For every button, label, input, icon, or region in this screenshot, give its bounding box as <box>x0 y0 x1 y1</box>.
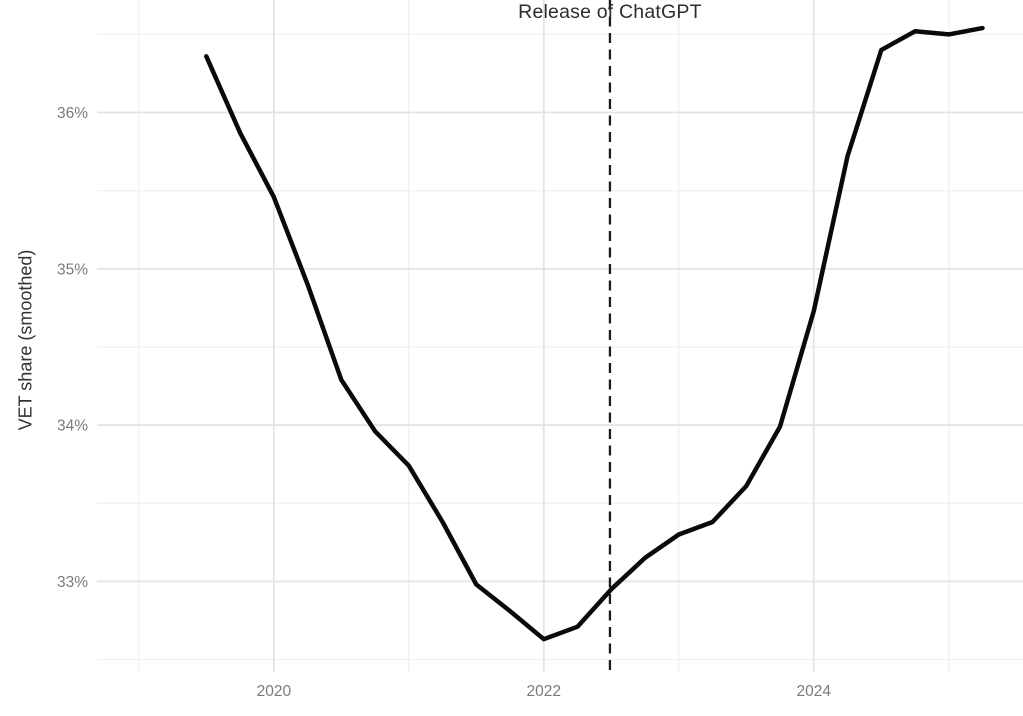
y-axis-tick-label: 36% <box>57 105 88 122</box>
y-axis-tick-label: 35% <box>57 261 88 278</box>
y-axis-tick-label: 33% <box>57 574 88 591</box>
vline-annotation-label: Release of ChatGPT <box>518 1 702 23</box>
y-axis-tick-label: 34% <box>57 418 88 435</box>
vet-share-line <box>204 25 985 642</box>
x-axis-tick-label: 2022 <box>527 683 561 700</box>
x-axis-tick-label: 2020 <box>257 683 292 700</box>
x-axis-tick-label: 2024 <box>797 683 832 700</box>
y-axis-title: VET share (smoothed) <box>15 249 36 431</box>
